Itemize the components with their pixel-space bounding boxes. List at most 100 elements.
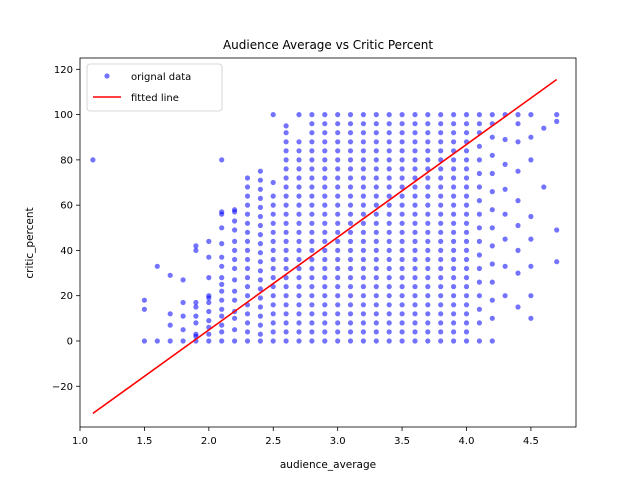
data-point-126	[283, 320, 289, 326]
data-point-303	[373, 338, 379, 344]
data-point-517	[476, 252, 482, 258]
data-point-90	[257, 295, 263, 301]
data-point-344	[386, 202, 392, 208]
data-point-462	[451, 311, 457, 317]
data-point-337	[386, 265, 392, 272]
data-point-170	[296, 148, 302, 154]
data-point-544	[502, 263, 508, 269]
data-point-151	[296, 320, 302, 326]
data-point-105	[270, 338, 276, 344]
data-point-318	[373, 202, 379, 208]
data-point-312	[373, 256, 379, 263]
data-point-145	[283, 148, 289, 154]
data-point-401	[412, 157, 418, 163]
x-tick-label: 3.0	[330, 436, 346, 447]
data-point-436	[438, 311, 444, 317]
data-point-44	[219, 263, 225, 269]
data-point-356	[399, 329, 405, 335]
data-point-458	[438, 112, 444, 118]
data-point-57	[232, 277, 238, 283]
data-point-317	[373, 211, 379, 217]
data-point-180	[309, 275, 315, 281]
data-point-114	[270, 256, 276, 263]
data-point-427	[425, 157, 431, 163]
data-point-373	[399, 175, 405, 181]
data-point-568	[541, 184, 547, 190]
data-point-560	[528, 315, 534, 321]
data-point-80	[244, 211, 251, 217]
data-point-338	[386, 256, 392, 263]
data-point-364	[399, 256, 405, 263]
data-point-394	[412, 220, 418, 226]
y-tick-label: 40	[60, 246, 73, 257]
data-point-380	[399, 112, 405, 118]
data-point-383	[412, 320, 418, 326]
data-point-395	[412, 211, 418, 217]
data-point-429	[425, 139, 431, 145]
data-point-263	[347, 229, 354, 235]
data-point-332	[386, 311, 392, 317]
data-point-241	[335, 193, 341, 199]
data-point-432	[425, 112, 431, 118]
data-point-91	[257, 286, 263, 292]
data-point-460	[451, 329, 457, 335]
data-point-31	[206, 293, 212, 299]
x-tick-label: 2.0	[201, 436, 217, 447]
data-point-7	[167, 322, 173, 328]
data-point-196	[309, 130, 315, 136]
data-point-488	[463, 311, 470, 317]
data-point-168	[296, 166, 302, 172]
data-point-310	[373, 275, 379, 281]
data-point-188	[309, 202, 315, 208]
data-point-75	[244, 256, 251, 263]
data-point-86	[257, 331, 263, 337]
data-point-500	[463, 202, 470, 208]
data-point-476	[451, 184, 457, 190]
data-point-60	[232, 247, 238, 253]
data-point-202	[322, 311, 328, 317]
data-point-571	[554, 227, 560, 233]
data-point-122	[270, 179, 276, 186]
data-point-540	[489, 134, 495, 140]
data-point-68	[244, 320, 251, 326]
data-point-325	[373, 139, 379, 145]
data-point-9	[167, 272, 173, 278]
data-point-135	[283, 238, 289, 244]
data-point-252	[347, 329, 354, 335]
data-point-457	[438, 121, 444, 127]
data-point-486	[463, 329, 470, 335]
data-point-183	[309, 247, 315, 253]
data-point-415	[425, 265, 431, 272]
data-point-144	[283, 157, 289, 163]
data-point-149	[296, 338, 302, 344]
y-axis-ticks: −20 0 20 40 60 80 100 120	[52, 65, 80, 393]
data-point-123	[270, 112, 276, 118]
data-point-514	[476, 293, 482, 299]
data-point-106	[270, 329, 276, 335]
data-point-28	[206, 308, 212, 315]
data-point-10	[180, 338, 186, 344]
data-point-552	[515, 270, 521, 276]
data-point-137	[283, 220, 289, 226]
data-point-398	[412, 184, 418, 190]
data-point-143	[283, 166, 289, 172]
data-point-536	[489, 207, 495, 213]
data-point-439	[438, 284, 444, 290]
data-point-14	[180, 277, 186, 283]
data-point-231	[335, 284, 341, 290]
data-point-359	[399, 302, 405, 308]
data-point-118	[270, 220, 276, 226]
data-point-192	[309, 166, 315, 172]
data-point-103	[257, 177, 263, 183]
data-point-22	[193, 247, 199, 253]
data-point-240	[335, 202, 341, 208]
data-point-505	[463, 157, 470, 163]
data-point-370	[399, 202, 405, 208]
data-point-267	[347, 193, 354, 199]
data-point-164	[296, 202, 302, 208]
data-point-201	[322, 320, 328, 326]
data-point-230	[335, 293, 341, 299]
data-point-301	[360, 121, 366, 127]
data-point-538	[489, 170, 495, 177]
data-point-116	[270, 238, 276, 244]
